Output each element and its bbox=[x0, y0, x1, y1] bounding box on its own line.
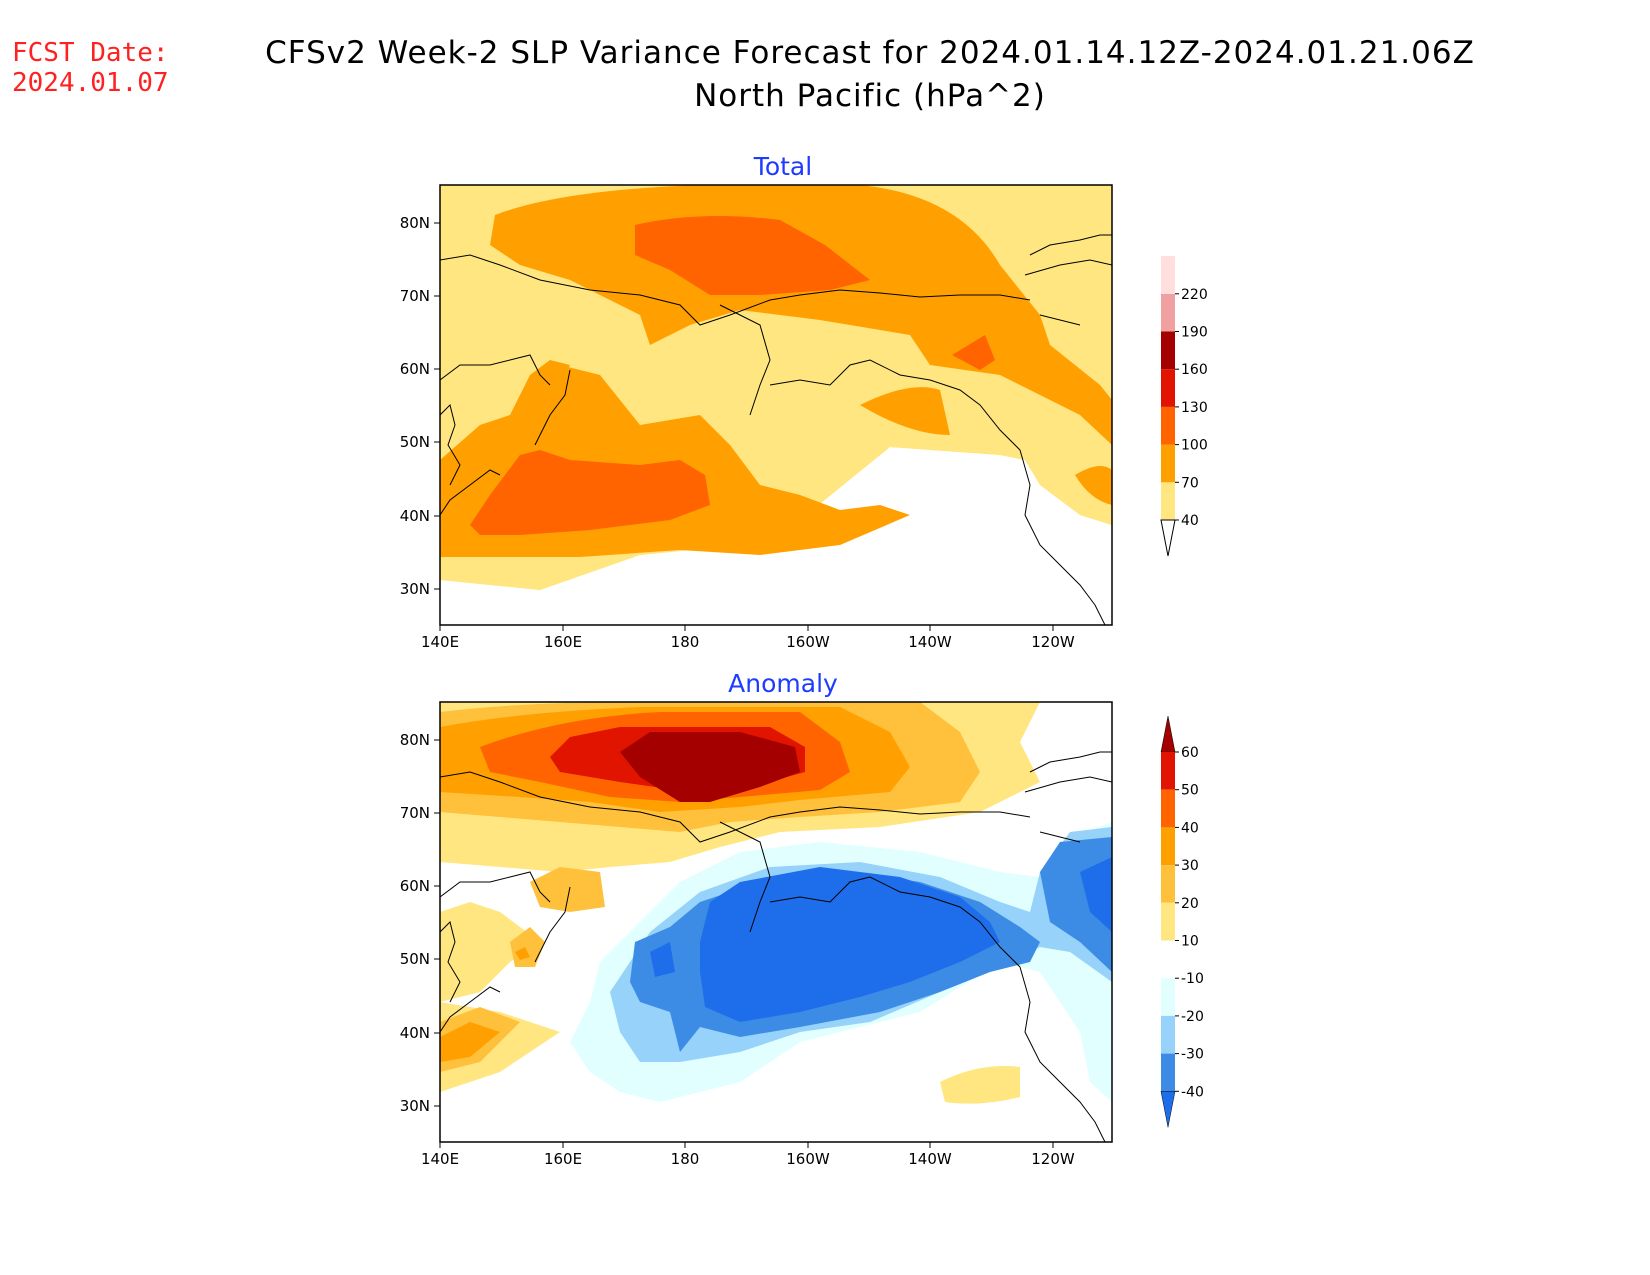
anomaly-lon-tick: 140W bbox=[908, 1150, 952, 1168]
anomaly-lat-ticks: 80N 70N 60N 50N 40N 30N bbox=[400, 731, 440, 1115]
anomaly-lat-tick: 70N bbox=[400, 804, 430, 822]
anomaly-lon-tick: 160W bbox=[786, 1150, 830, 1168]
fcst-date-value: 2024.01.07 bbox=[12, 68, 169, 98]
total-map-frame bbox=[439, 184, 1113, 626]
anomaly-colorbar-swatch bbox=[1161, 1015, 1175, 1054]
anomaly-colorbar-label: 20 bbox=[1181, 896, 1199, 912]
total-lat-tick: 50N bbox=[400, 433, 430, 451]
total-colorbar-swatch bbox=[1161, 444, 1175, 483]
total-colorbar-swatches bbox=[1160, 256, 1176, 557]
anomaly-colorbar-swatch bbox=[1161, 865, 1175, 903]
figure-title: CFSv2 Week-2 SLP Variance Forecast for 2… bbox=[180, 32, 1560, 118]
anomaly-lon-tick: 120W bbox=[1031, 1150, 1075, 1168]
anomaly-colorbar-high-tail bbox=[1160, 715, 1176, 753]
anomaly-lat-tick: 40N bbox=[400, 1024, 430, 1042]
anomaly-lat-tick: 50N bbox=[400, 950, 430, 968]
total-lat-tick: 70N bbox=[400, 287, 430, 305]
anomaly-colorbar-swatch bbox=[1161, 940, 1175, 979]
anomaly-colorbar-label: -20 bbox=[1181, 1009, 1204, 1025]
total-coastlines bbox=[440, 234, 1112, 625]
total-colorbar-label: 190 bbox=[1181, 325, 1208, 341]
total-colorbar-swatch bbox=[1161, 482, 1175, 520]
anomaly-colorbar-label: -10 bbox=[1181, 971, 1204, 987]
total-map: 80N 70N 60N 50N 40N 30N 140E 160E 180 16… bbox=[400, 184, 1113, 651]
total-lat-ticks: 80N 70N 60N 50N 40N 30N bbox=[400, 214, 440, 598]
total-lon-tick: 160E bbox=[544, 633, 582, 651]
total-lon-tick: 140E bbox=[421, 633, 459, 651]
total-lat-tick: 30N bbox=[400, 580, 430, 598]
total-lon-ticks: 140E 160E 180 160W 140W 120W bbox=[421, 625, 1075, 651]
anomaly-colorbar-swatches bbox=[1160, 715, 1176, 1128]
anomaly-colorbar-swatch bbox=[1161, 902, 1175, 941]
total-lat-tick: 60N bbox=[400, 360, 430, 378]
total-colorbar-label: 160 bbox=[1181, 362, 1208, 378]
anomaly-lon-tick: 160E bbox=[544, 1150, 582, 1168]
total-lat-tick: 40N bbox=[400, 507, 430, 525]
anomaly-colorbar-swatch bbox=[1161, 789, 1175, 828]
anomaly-colorbar: 60 50 40 30 20 10 -10 -20 -30 -40 bbox=[1160, 715, 1204, 1128]
anomaly-colorbar-swatch bbox=[1161, 1053, 1175, 1092]
anomaly-lat-tick: 80N bbox=[400, 731, 430, 749]
total-lon-tick: 120W bbox=[1031, 633, 1075, 651]
total-colorbar-labels: 40 70 100 130 160 190 220 bbox=[1175, 287, 1208, 529]
total-colorbar-swatch bbox=[1161, 331, 1175, 370]
panel-title-total: Total bbox=[753, 152, 813, 181]
anomaly-colorbar-label: 30 bbox=[1181, 858, 1199, 874]
total-colorbar-label: 70 bbox=[1181, 475, 1199, 491]
anomaly-colorbar-low-tail bbox=[1160, 1091, 1176, 1128]
anomaly-colorbar-label: -30 bbox=[1181, 1047, 1204, 1063]
total-colorbar-label: 130 bbox=[1181, 400, 1208, 416]
total-contour-fills bbox=[440, 185, 1112, 625]
anomaly-colorbar-label: 60 bbox=[1181, 745, 1199, 761]
total-colorbar-swatch bbox=[1161, 406, 1175, 445]
anomaly-coastlines bbox=[440, 751, 1112, 1142]
title-line-1: CFSv2 Week-2 SLP Variance Forecast for 2… bbox=[265, 35, 1475, 71]
total-colorbar-swatch bbox=[1161, 369, 1175, 407]
anomaly-lon-ticks: 140E 160E 180 160W 140W 120W bbox=[421, 1142, 1075, 1168]
total-colorbar-low-tail bbox=[1160, 519, 1176, 557]
anomaly-colorbar-label: -40 bbox=[1181, 1084, 1204, 1100]
panel-title-anomaly: Anomaly bbox=[728, 669, 838, 698]
anomaly-map-frame bbox=[439, 701, 1113, 1143]
total-lon-tick: 160W bbox=[786, 633, 830, 651]
anomaly-colorbar-label: 40 bbox=[1181, 820, 1199, 836]
fcst-date-block: FCST Date: 2024.01.07 bbox=[12, 38, 169, 98]
anomaly-lat-tick: 60N bbox=[400, 877, 430, 895]
total-colorbar-label: 100 bbox=[1181, 438, 1208, 454]
title-line-2: North Pacific (hPa^2) bbox=[694, 78, 1046, 114]
anomaly-colorbar-label: 10 bbox=[1181, 934, 1199, 950]
anomaly-contour-fills bbox=[440, 702, 1112, 1142]
fcst-date-label: FCST Date: bbox=[12, 38, 169, 68]
anomaly-colorbar-label: 50 bbox=[1181, 783, 1199, 799]
total-colorbar-swatch bbox=[1161, 293, 1175, 332]
anomaly-colorbar-swatch bbox=[1161, 978, 1175, 1016]
anomaly-lon-tick: 140E bbox=[421, 1150, 459, 1168]
anomaly-map: 80N 70N 60N 50N 40N 30N 140E 160E 180 16… bbox=[400, 701, 1113, 1168]
total-lat-tick: 80N bbox=[400, 214, 430, 232]
anomaly-colorbar-swatch bbox=[1161, 752, 1175, 790]
total-colorbar-label: 40 bbox=[1181, 513, 1199, 529]
total-lon-tick: 140W bbox=[908, 633, 952, 651]
total-colorbar-label: 220 bbox=[1181, 287, 1208, 303]
total-colorbar: 40 70 100 130 160 190 220 bbox=[1160, 256, 1208, 557]
anomaly-colorbar-labels: 60 50 40 30 20 10 -10 -20 -30 -40 bbox=[1175, 745, 1204, 1100]
anomaly-colorbar-swatch bbox=[1161, 827, 1175, 866]
total-lon-tick: 180 bbox=[671, 633, 700, 651]
anomaly-lon-tick: 180 bbox=[671, 1150, 700, 1168]
anomaly-lat-tick: 30N bbox=[400, 1097, 430, 1115]
total-colorbar-swatch bbox=[1161, 256, 1175, 294]
